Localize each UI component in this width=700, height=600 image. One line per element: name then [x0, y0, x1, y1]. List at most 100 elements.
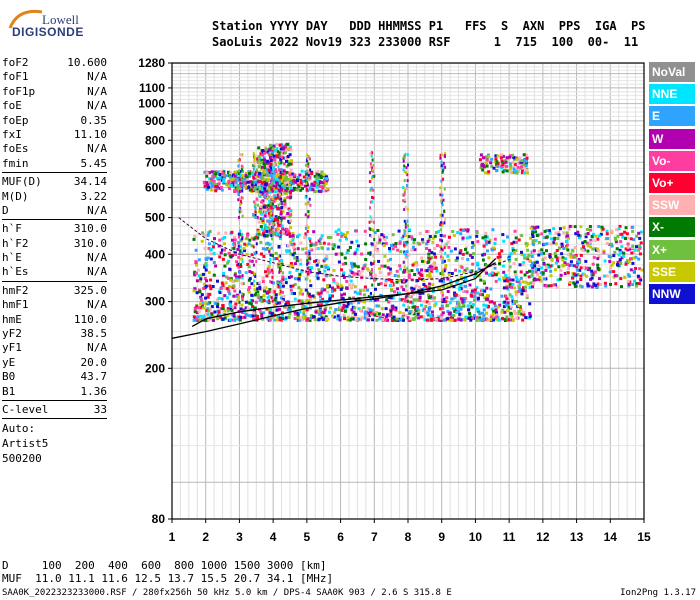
echo-point	[287, 183, 291, 187]
echo-point	[416, 241, 420, 245]
echo-point	[195, 305, 199, 309]
echo-point	[398, 298, 402, 301]
echo-point	[268, 147, 272, 151]
echo-point	[283, 181, 287, 185]
echo-point	[384, 241, 388, 245]
echo-point	[548, 253, 552, 256]
echo-point	[269, 196, 273, 200]
echo-point	[476, 261, 480, 265]
echo-point	[605, 241, 609, 245]
param-value: N/A	[87, 251, 107, 265]
echo-point	[518, 282, 522, 286]
echo-point	[309, 157, 311, 161]
echo-point	[291, 253, 295, 257]
echo-point	[612, 261, 616, 265]
echo-point	[472, 243, 476, 247]
echo-point	[597, 268, 601, 271]
echo-point	[446, 303, 450, 307]
echo-point	[491, 312, 495, 316]
echo-point	[301, 187, 304, 190]
echo-point	[253, 272, 256, 276]
echo-point	[273, 168, 277, 172]
echo-point	[278, 215, 280, 219]
echo-point	[259, 175, 262, 179]
echo-point	[256, 197, 258, 201]
echo-point	[470, 291, 474, 295]
echo-point	[323, 308, 327, 312]
echo-point	[440, 255, 443, 259]
echo-point	[241, 274, 244, 278]
echo-point	[267, 290, 271, 294]
echo-point	[637, 282, 641, 286]
echo-point	[388, 284, 392, 287]
echo-point	[483, 296, 487, 300]
echo-point	[217, 307, 221, 311]
echo-point	[603, 274, 606, 278]
echo-point	[476, 308, 480, 312]
echo-point	[295, 188, 299, 192]
echo-point	[623, 275, 627, 279]
echo-point	[318, 312, 322, 316]
echo-point	[222, 286, 226, 290]
echo-point	[593, 270, 597, 274]
echo-point	[270, 234, 273, 238]
echo-point	[304, 232, 307, 236]
echo-point	[592, 232, 595, 236]
echo-point	[585, 241, 589, 245]
echo-point	[473, 275, 477, 279]
echo-point	[384, 318, 388, 321]
echo-point	[394, 242, 398, 245]
echo-point	[319, 291, 323, 295]
param-label: MUF(D)	[2, 175, 42, 189]
echo-point	[239, 206, 242, 210]
echo-point	[279, 231, 283, 235]
echo-point	[543, 242, 547, 246]
echo-point	[385, 236, 389, 239]
echo-point	[355, 239, 359, 243]
echo-point	[504, 273, 508, 277]
echo-point	[238, 215, 240, 219]
echo-point	[309, 284, 313, 288]
echo-point	[482, 308, 486, 312]
echo-point	[508, 167, 512, 171]
echo-point	[206, 307, 210, 311]
echo-point	[278, 316, 282, 320]
echo-point	[285, 182, 289, 186]
echo-point	[319, 299, 323, 303]
echo-point	[375, 304, 379, 308]
echo-point	[305, 178, 308, 182]
echo-point	[307, 202, 310, 206]
echo-point	[479, 278, 483, 282]
echo-point	[459, 228, 463, 232]
echo-point	[476, 240, 480, 244]
echo-point	[440, 304, 444, 308]
echo-point	[533, 264, 537, 268]
echo-point	[567, 267, 570, 271]
echo-point	[505, 164, 509, 168]
echo-point	[397, 229, 401, 233]
echo-point	[459, 249, 463, 253]
echo-point	[531, 285, 534, 289]
echo-point	[252, 311, 256, 315]
echo-point	[263, 195, 267, 199]
echo-point	[279, 254, 281, 258]
echo-point	[378, 271, 382, 274]
echo-point	[275, 154, 279, 158]
echo-point	[253, 306, 257, 310]
echo-point	[278, 292, 282, 296]
echo-point	[386, 259, 390, 263]
echo-point	[293, 187, 297, 191]
echo-point	[612, 254, 616, 258]
echo-point	[230, 308, 234, 312]
echo-point	[350, 317, 354, 321]
echo-point	[250, 293, 254, 297]
echo-point	[440, 164, 443, 168]
param-label: D	[2, 203, 9, 217]
echo-point	[350, 308, 354, 312]
echo-point	[281, 155, 284, 159]
echo-point	[575, 268, 579, 272]
echo-point	[439, 156, 442, 160]
echo-point	[513, 311, 517, 315]
echo-point	[272, 231, 276, 235]
echo-point	[287, 306, 291, 310]
